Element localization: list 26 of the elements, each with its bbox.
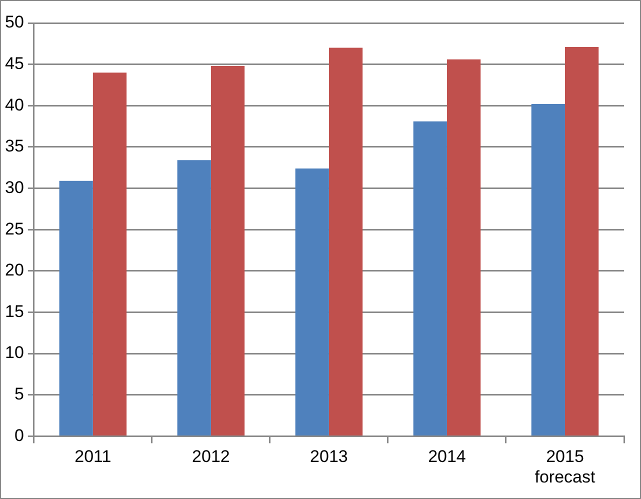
y-tick-label: 35 [4, 136, 24, 156]
bar [531, 104, 565, 436]
bar [177, 160, 211, 436]
y-tick-label: 45 [4, 54, 24, 74]
x-tick-label: 2012 [192, 447, 230, 466]
x-tick-label: 2013 [310, 447, 348, 466]
bar [59, 180, 93, 436]
bar [413, 121, 447, 436]
bar [564, 46, 599, 436]
bar [328, 48, 363, 436]
x-tick-label: 2015 forecast [534, 447, 596, 486]
y-tick-label: 10 [4, 343, 24, 362]
y-tick-label: 25 [4, 219, 24, 238]
bar [210, 66, 245, 436]
bar [92, 72, 127, 436]
x-tick-label: 2011 [74, 447, 112, 466]
y-tick-label: 0 [14, 426, 24, 445]
y-tick-label: 15 [4, 302, 24, 321]
bar [295, 168, 329, 436]
y-tick-label: 5 [14, 384, 24, 404]
y-tick-label: 30 [4, 178, 24, 197]
y-tick-label: 50 [4, 12, 24, 32]
y-tick-label: 40 [4, 95, 24, 114]
bar [446, 59, 481, 436]
x-tick-label: 2014 [428, 447, 466, 466]
y-tick-label: 20 [4, 260, 24, 280]
